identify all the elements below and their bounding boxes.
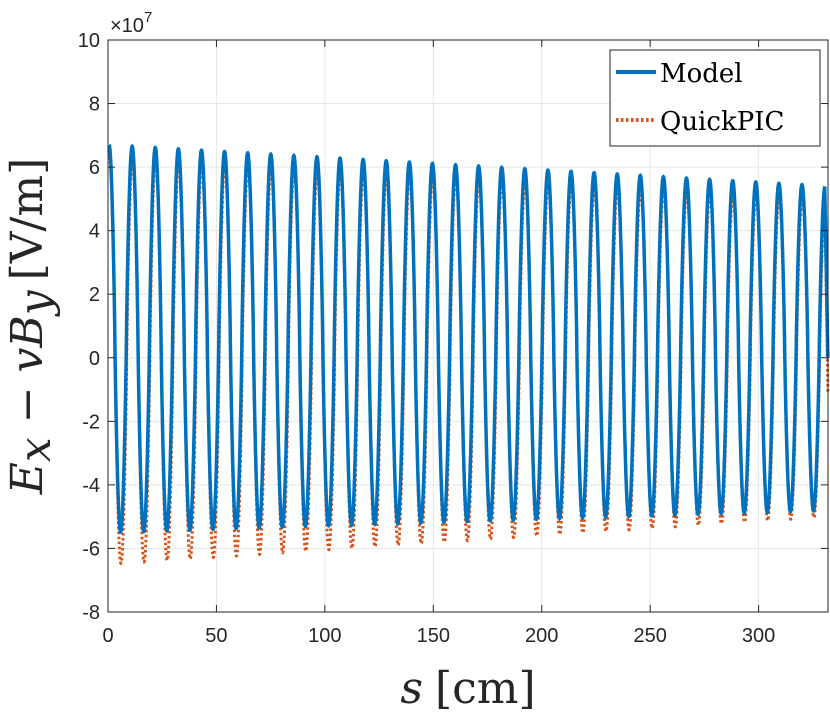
x-tick-label: 300 [742, 625, 775, 647]
y-tick-label: 10 [78, 30, 100, 52]
legend-label-quickpic: QuickPIC [660, 107, 784, 137]
x-tick-label: 150 [417, 625, 450, 647]
y-tick-label: -2 [82, 411, 100, 433]
legend: Model QuickPIC [609, 49, 821, 147]
x-axis-label: s [cm] [400, 663, 535, 714]
x-tick-label: 100 [308, 625, 341, 647]
x-tick-label: 200 [525, 625, 558, 647]
y-scale-exponent: ×107 [110, 9, 152, 37]
y-tick-label: 6 [89, 157, 100, 179]
y-tick-label: 4 [89, 221, 100, 243]
series-group [107, 143, 830, 566]
y-tick-label: -6 [82, 538, 100, 560]
x-tick-label: 0 [102, 625, 113, 647]
y-tick-label: 0 [89, 348, 100, 370]
y-axis-label: Ex − vBy[V/m] [2, 158, 61, 496]
series-line-model [107, 143, 830, 535]
x-tick-label: 50 [205, 625, 227, 647]
x-tick-label: 250 [633, 625, 666, 647]
y-tick-label: 2 [89, 284, 100, 306]
y-tick-label: -8 [82, 602, 100, 624]
axes-box [107, 39, 829, 613]
y-tick-label: -4 [82, 475, 100, 497]
legend-label-model: Model [660, 59, 743, 89]
tick-group: 0 50 100 150 200 250 300 -8 -6 -4 -2 0 2 4 6 8 10 [78, 30, 828, 647]
legend-box [609, 49, 821, 147]
y-tick-label: 8 [89, 94, 100, 116]
